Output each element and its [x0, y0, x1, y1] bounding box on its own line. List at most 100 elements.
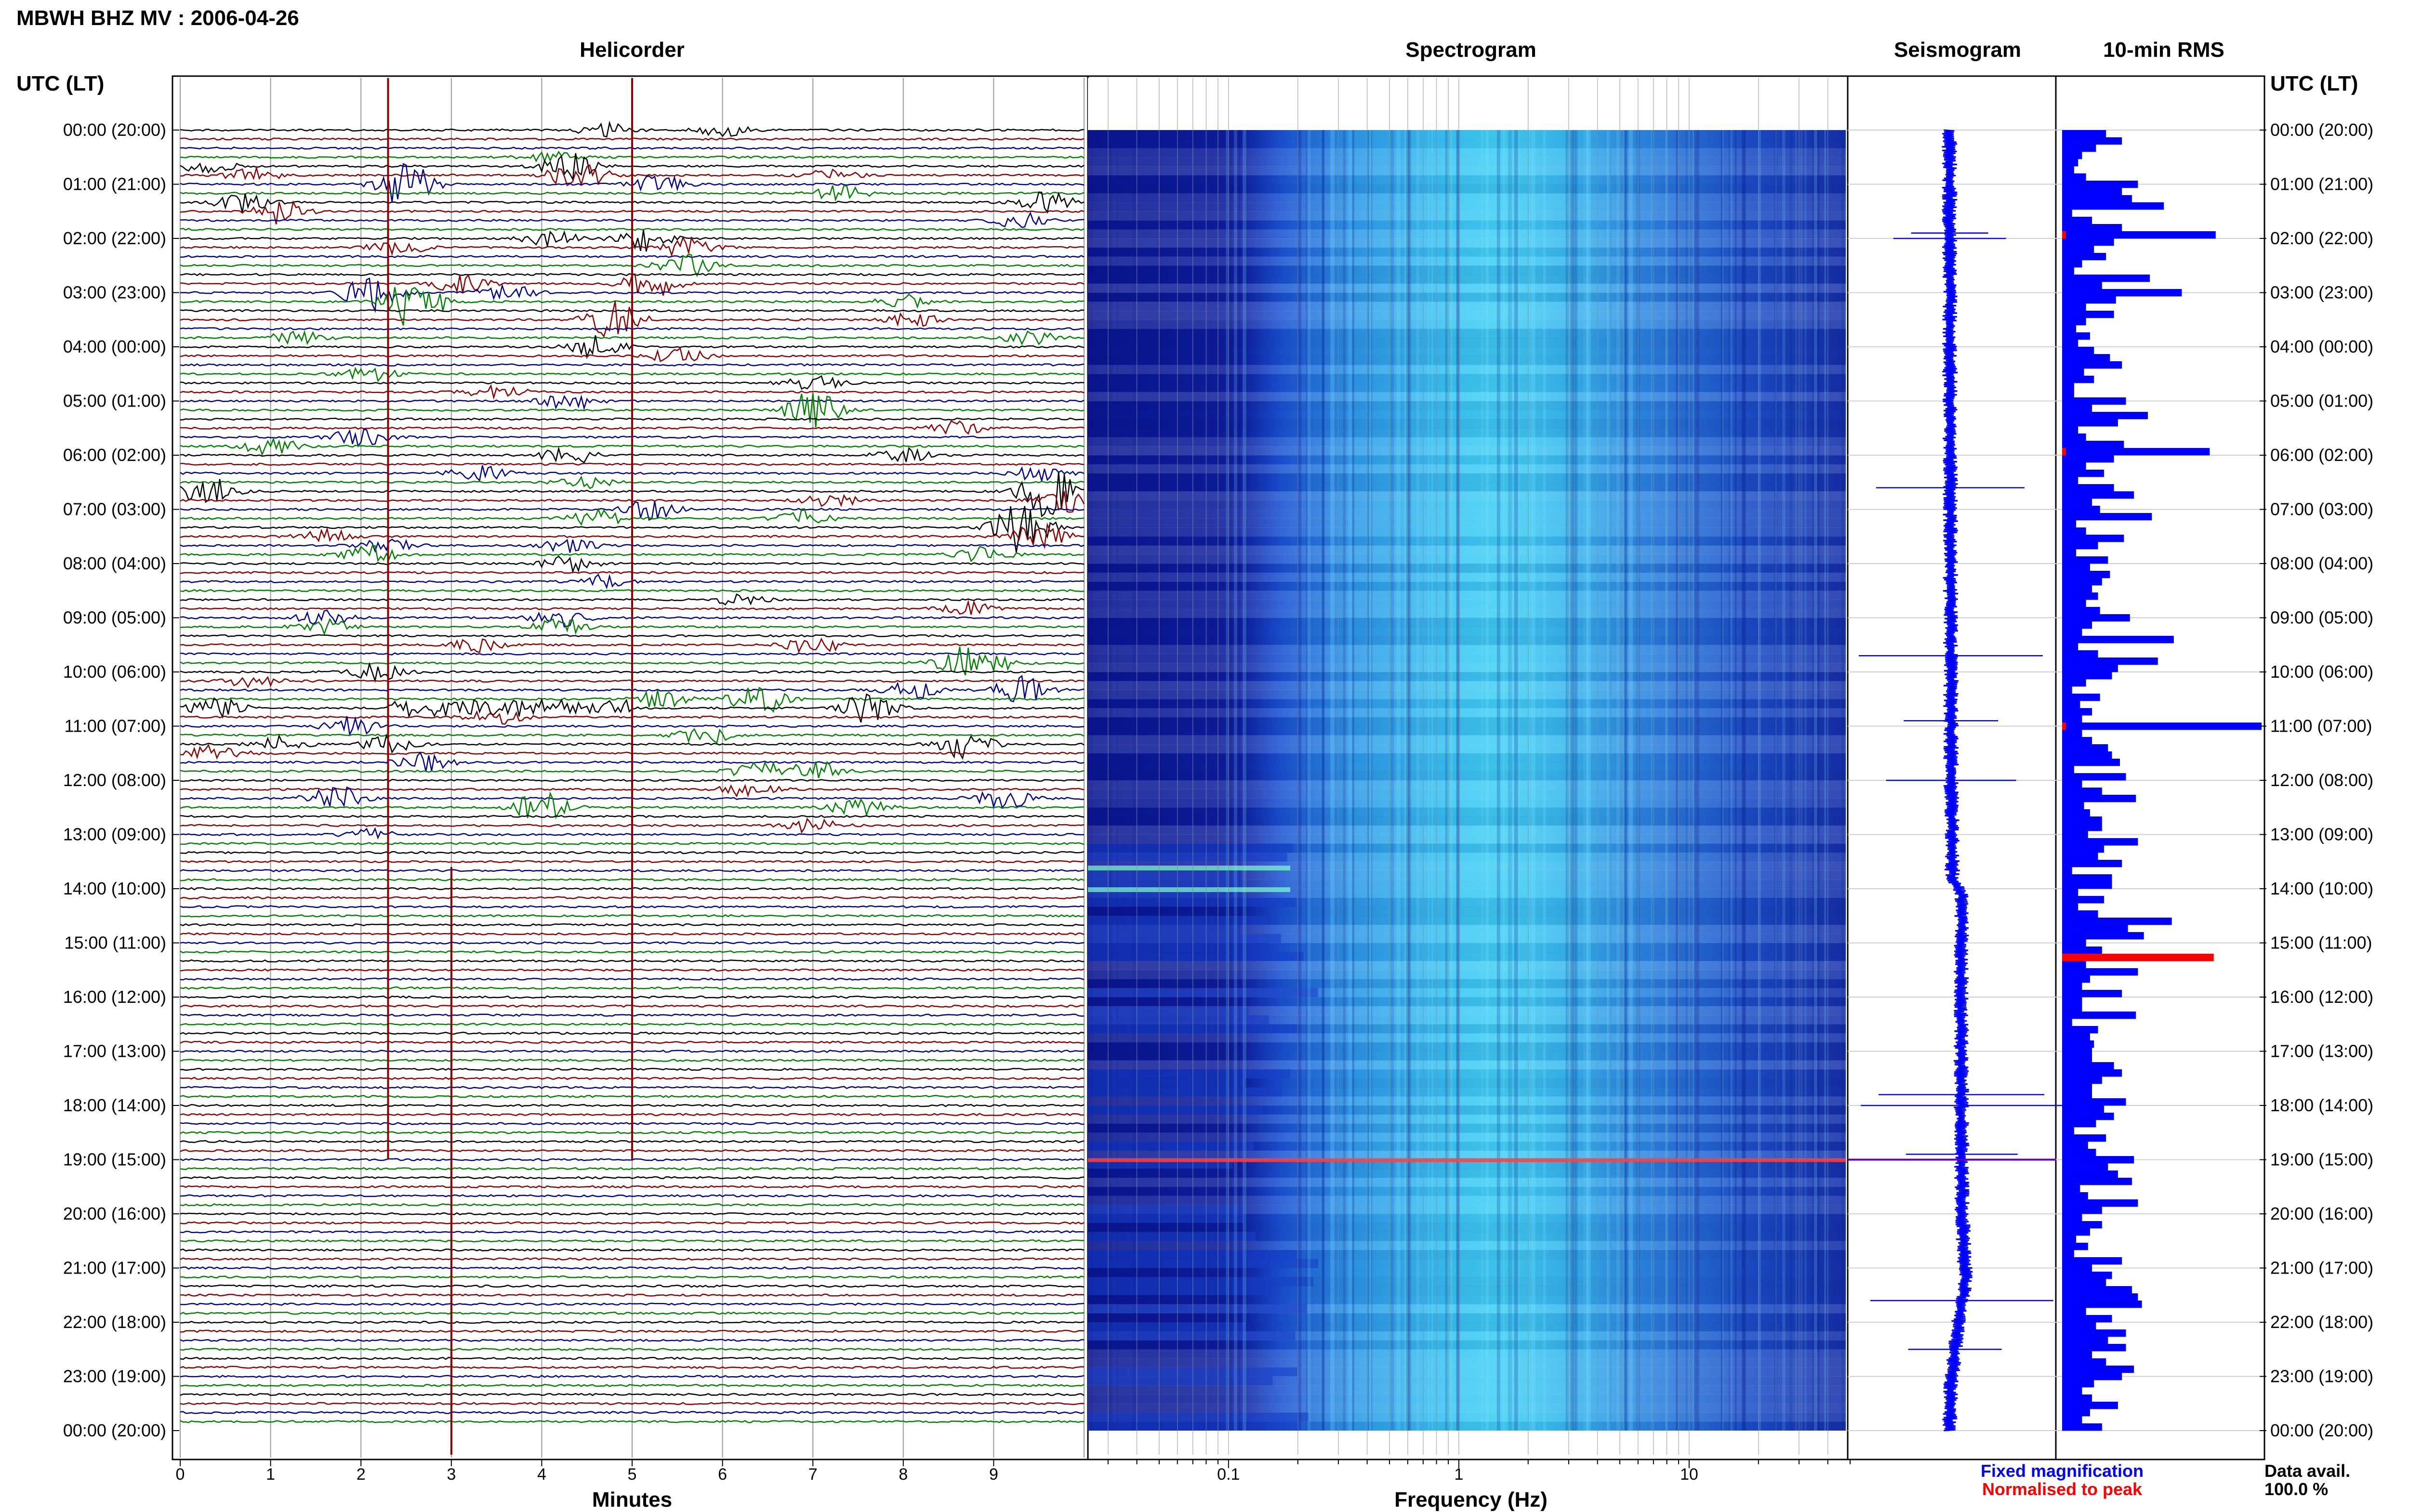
time-label-right: 10:00 (06:00) [2270, 662, 2373, 682]
spectrogram-lowfreq-patch [1088, 1024, 1299, 1033]
time-label-right: 11:00 (07:00) [2270, 716, 2372, 736]
rms-bar [2062, 860, 2122, 868]
rms-bar [2062, 152, 2082, 159]
spectrogram-streak [1728, 130, 1731, 1431]
spectrogram-row [1088, 1006, 1846, 1015]
spectrogram-row [1088, 1114, 1846, 1124]
grid-lines [180, 78, 2264, 1458]
spectrogram-row [1088, 744, 1846, 754]
spectrogram-streak [1570, 130, 1575, 1431]
spectrogram-streak [1404, 130, 1407, 1431]
time-label-right: 21:00 (17:00) [2270, 1258, 2373, 1278]
spectrogram-streak [1428, 130, 1430, 1431]
spectrogram-row [1088, 780, 1846, 790]
rms-bar [2062, 347, 2094, 355]
spectrogram-streak [1514, 130, 1518, 1431]
trace-row [180, 1375, 1085, 1378]
rms-bar [2062, 130, 2106, 138]
rms-bar [2062, 296, 2116, 304]
spectrogram-streak [1721, 130, 1723, 1431]
spectrogram-row [1088, 880, 1846, 889]
spectrogram-row [1088, 202, 1846, 212]
trace-row [180, 1176, 1085, 1180]
spectrogram-streak [1609, 130, 1612, 1431]
spectrogram-streak [1694, 130, 1697, 1431]
spectrogram-row [1088, 338, 1846, 347]
spectrogram-row [1088, 500, 1846, 510]
rms-bar [2062, 983, 2082, 990]
rms-bar [2062, 672, 2112, 680]
spectrogram-streak [1774, 130, 1777, 1431]
spectrogram-row [1088, 193, 1846, 203]
spectrogram-streak [1574, 130, 1576, 1431]
rms-bar [2062, 629, 2082, 636]
spectrogram-streak [1226, 130, 1229, 1431]
spectrogram-row [1088, 681, 1846, 690]
time-label-left: 14:00 (10:00) [63, 879, 166, 898]
spectrogram-row [1088, 600, 1846, 609]
rms-bar [2062, 1098, 2126, 1106]
rms-bar [2062, 1012, 2136, 1019]
spectrogram-row [1088, 401, 1846, 410]
rms-bar [2062, 679, 2086, 687]
rms-bar [2062, 657, 2158, 665]
spectrogram-streak [1795, 130, 1797, 1431]
spectrogram-streak [1132, 130, 1136, 1431]
time-label-left: 21:00 (17:00) [63, 1258, 166, 1278]
spectrogram-row [1088, 1349, 1846, 1359]
trace-row [180, 1221, 1085, 1225]
spectrogram-row [1088, 1060, 1846, 1070]
rms-bar [2062, 1337, 2108, 1344]
rms-bar [2062, 470, 2104, 477]
rms-bar [2062, 1264, 2092, 1272]
rms-bar [2062, 896, 2104, 904]
spectrogram-row [1088, 148, 1846, 158]
spectrogram-row [1088, 870, 1846, 880]
rms-bar [2062, 289, 2182, 297]
spectrogram-streak [1813, 130, 1817, 1431]
spectrogram-row [1088, 916, 1846, 925]
time-label-left: 20:00 (16:00) [63, 1204, 166, 1223]
minute-tick-label: 6 [718, 1465, 727, 1484]
spectrogram-lowfreq-patch [1088, 1015, 1269, 1025]
time-label-left: 15:00 (11:00) [65, 933, 166, 953]
spectrogram-row [1088, 392, 1846, 401]
rms-bar [2062, 166, 2074, 174]
time-label-left: 00:00 (20:00) [63, 1420, 166, 1440]
spectrogram-lowfreq-patch [1088, 1250, 1297, 1259]
spectrogram-streak [1503, 130, 1505, 1431]
trace-row [180, 1420, 1085, 1423]
spectrogram-streak [1456, 130, 1460, 1431]
rms-bar [2062, 925, 2128, 933]
rms-bar [2062, 845, 2104, 853]
rms-bar [2062, 686, 2072, 694]
spectrogram-row [1088, 419, 1846, 429]
spectrogram-row [1088, 473, 1846, 483]
spectrogram-row [1088, 482, 1846, 492]
rms-bar [2062, 1019, 2072, 1026]
spectrogram-row [1088, 1132, 1846, 1142]
time-label-left: 01:00 (21:00) [63, 174, 166, 194]
spectrogram-row [1088, 825, 1846, 835]
spectrogram-row [1088, 961, 1846, 971]
spectrogram-streak [1508, 130, 1512, 1431]
spectrogram-row [1088, 699, 1846, 709]
spectrogram-row [1088, 175, 1846, 184]
time-label-right: 13:00 (09:00) [2270, 825, 2373, 844]
rms-bar [2062, 1105, 2104, 1113]
rms-bar [2062, 520, 2076, 528]
spectrogram-row [1088, 1205, 1846, 1214]
spectrogram-row [1088, 1376, 1846, 1386]
rms-bar [2062, 773, 2126, 781]
spectrogram-lowfreq-patch [1088, 1006, 1249, 1015]
spectrogram-streak [1496, 130, 1500, 1431]
spectrogram-row [1088, 1096, 1846, 1106]
spectrogram-streak [1109, 130, 1112, 1431]
rms-bar [2062, 1149, 2096, 1157]
spectrogram-streak [1348, 130, 1352, 1431]
time-label-left: 22:00 (18:00) [63, 1312, 166, 1332]
time-label-left: 09:00 (05:00) [63, 608, 166, 628]
rms-bar [2062, 1257, 2122, 1265]
rms-bar [2062, 665, 2118, 672]
spectrogram-streak [1322, 130, 1324, 1431]
